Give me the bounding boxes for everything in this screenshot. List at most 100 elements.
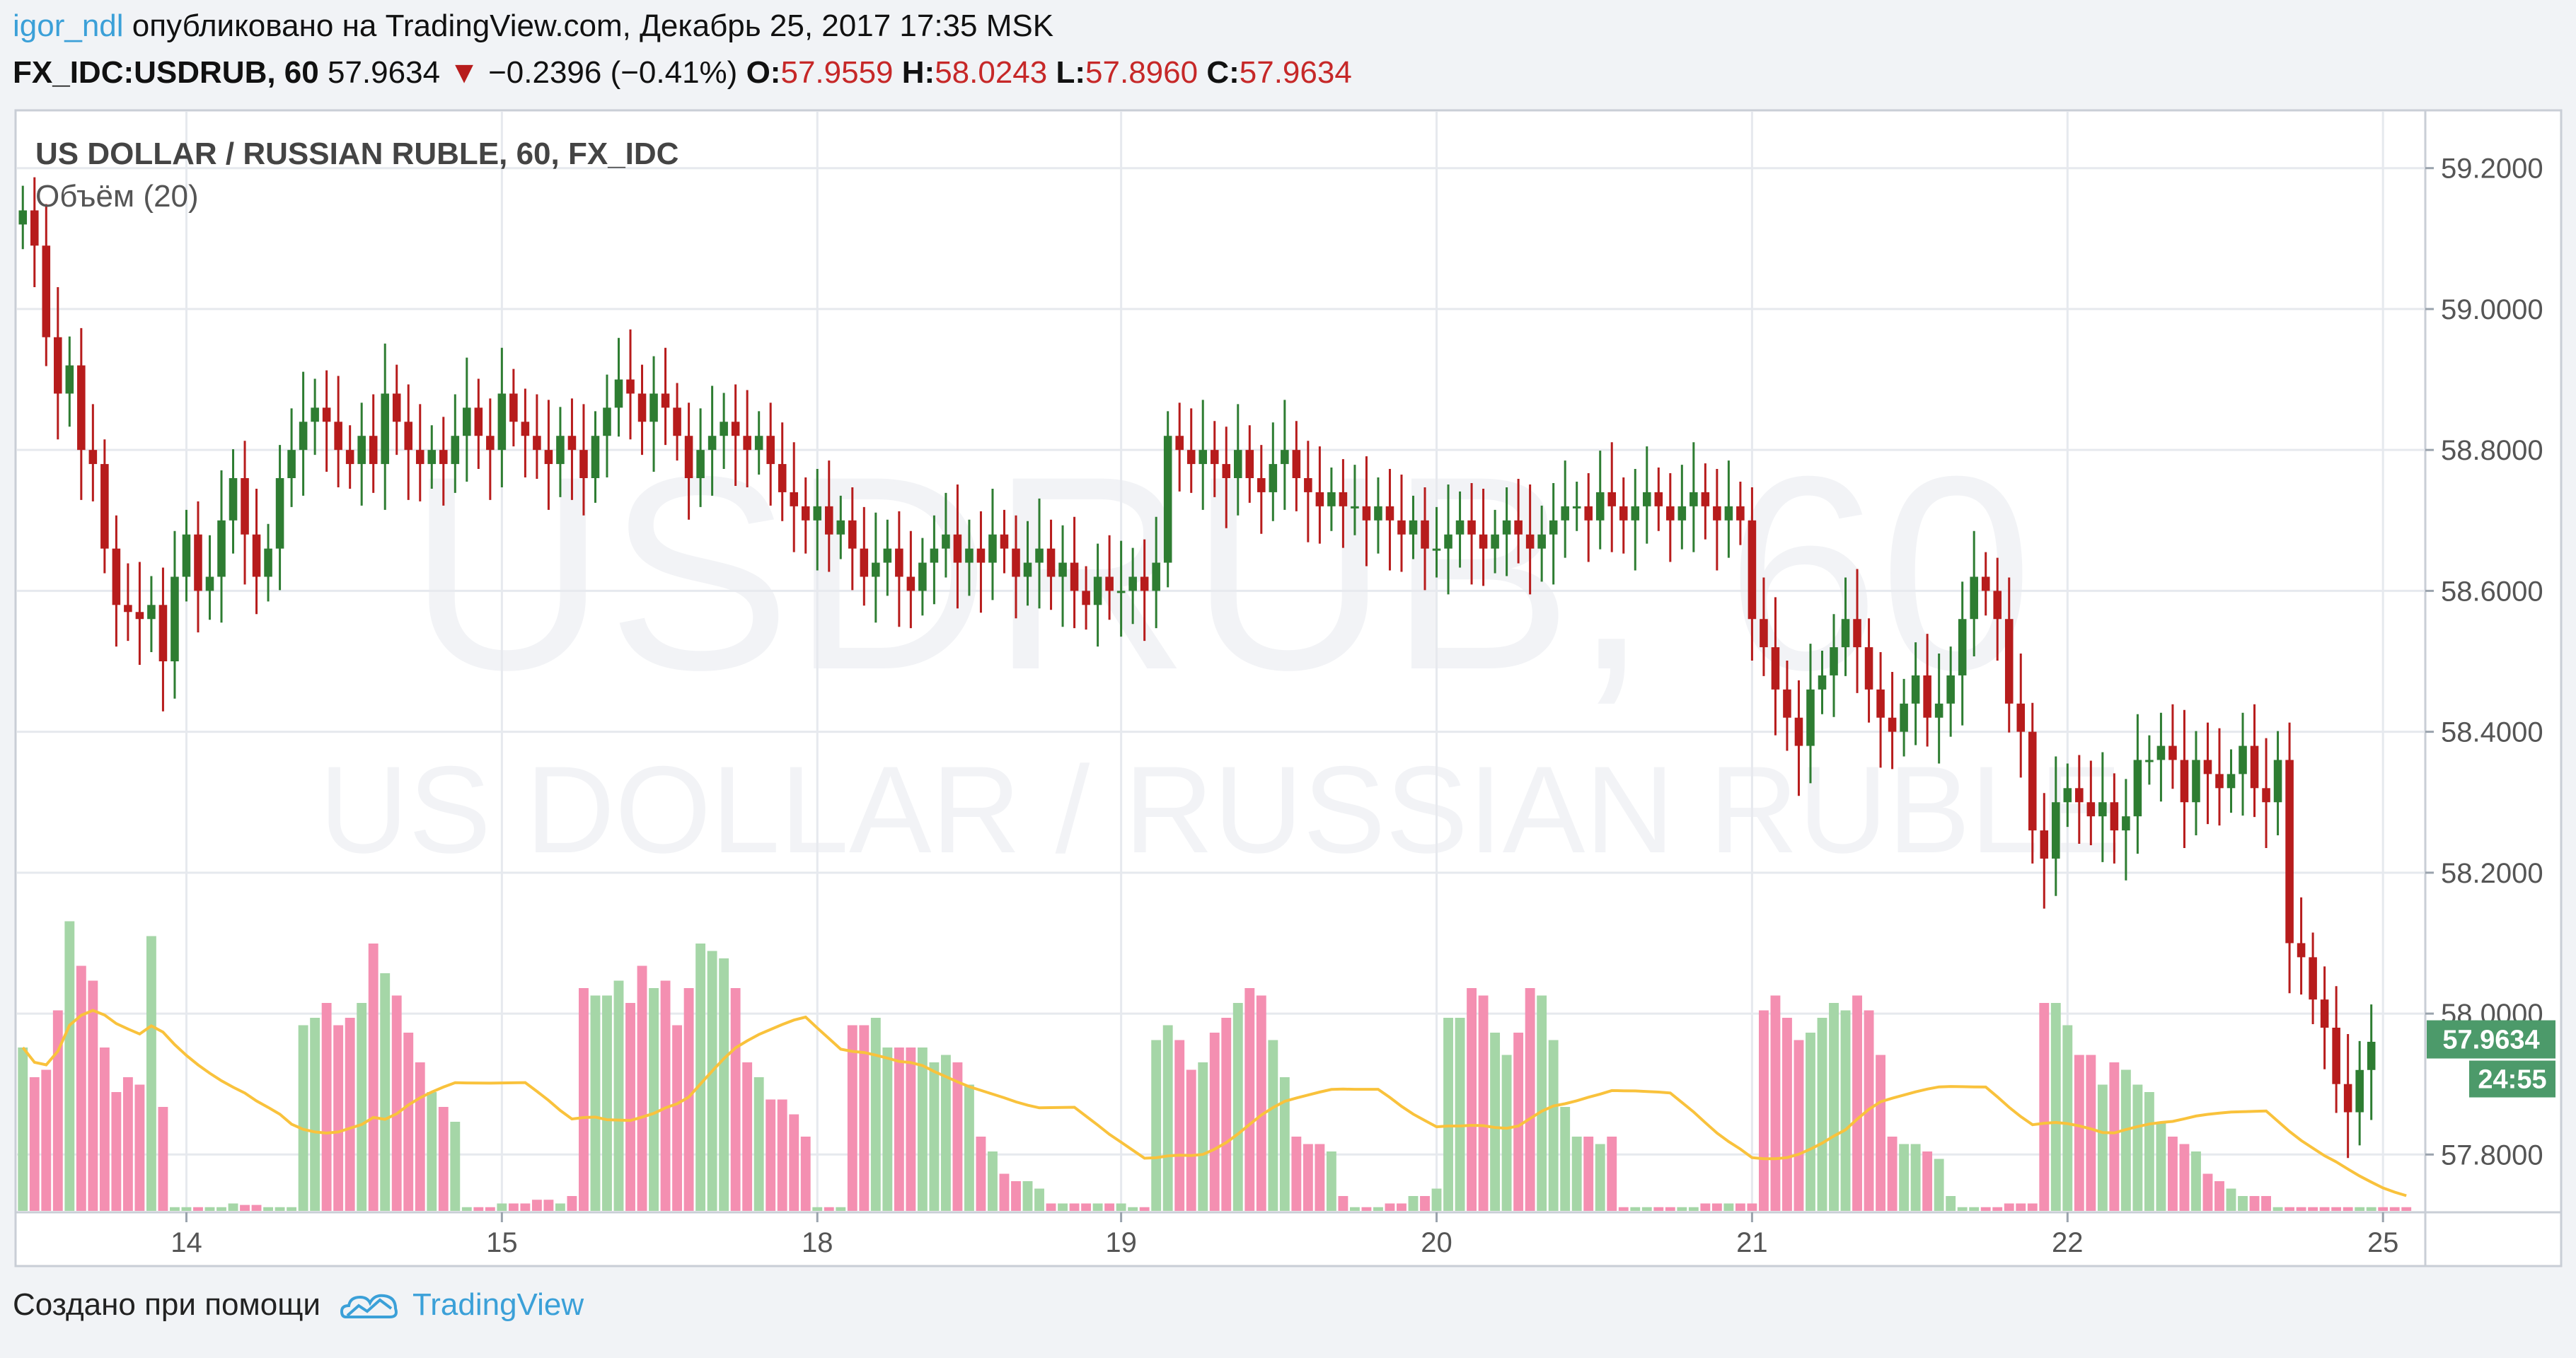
footer: Создано при помощи TradingView (13, 1287, 584, 1323)
candle-body (1082, 591, 1090, 605)
volume-bar (204, 1207, 215, 1211)
volume-bar (1186, 1069, 1196, 1211)
candle-body (1292, 450, 1301, 478)
volume-bar (929, 1062, 940, 1211)
candle-body (2133, 760, 2142, 817)
candle-body (754, 436, 763, 451)
volume-bar (1910, 1144, 1921, 1211)
volume-bar (1758, 1010, 1769, 1211)
candle-body (2098, 802, 2107, 817)
candle-body (1397, 520, 1406, 535)
close-label: C: (1206, 55, 1240, 90)
candle-body (1467, 520, 1476, 535)
volume-bar (2331, 1207, 2342, 1211)
candle-body (2122, 816, 2130, 831)
time-tick-label: 14 (171, 1227, 202, 1258)
author-link[interactable]: igor_ndl (13, 8, 124, 43)
volume-bar (2214, 1181, 2224, 1211)
volume-bar (660, 980, 671, 1211)
volume-bar (602, 995, 612, 1211)
volume-bar (1922, 1151, 1933, 1211)
volume-bar (1876, 1055, 1886, 1211)
volume-bar (906, 1047, 916, 1211)
volume-bar (742, 1062, 753, 1211)
candle-body (1128, 576, 1137, 591)
volume-bar (1852, 995, 1862, 1211)
tradingview-link[interactable]: TradingView (412, 1287, 584, 1322)
candle-body (1958, 619, 1967, 675)
tradingview-cloud-icon[interactable] (340, 1287, 400, 1323)
candle-body (696, 450, 705, 478)
candle-body (1012, 548, 1020, 577)
volume-bar (1946, 1196, 1956, 1211)
candle-body (533, 436, 541, 451)
candle-body (766, 436, 775, 465)
volume-bar (2168, 1137, 2178, 1211)
volume-bar (707, 951, 717, 1211)
volume-bar (1571, 1137, 1582, 1211)
volume-bar (99, 1047, 110, 1211)
volume-bar (450, 1122, 461, 1211)
candle-body (229, 478, 238, 521)
candle-body (684, 436, 693, 478)
candle-body (2367, 1041, 2376, 1070)
candle-body (1841, 619, 1850, 648)
candle-body (1690, 492, 1698, 506)
volume-bar (240, 1205, 250, 1211)
candle-body (1245, 450, 1254, 478)
time-tick-label: 20 (1421, 1227, 1452, 1258)
candle-body (1677, 506, 1687, 521)
time-tick-label: 18 (802, 1227, 833, 1258)
volume-bar (2062, 1025, 2073, 1211)
volume-bar (2308, 1207, 2318, 1211)
countdown-badge (2469, 1060, 2555, 1098)
candle-body (1199, 450, 1208, 465)
volume-bar (1653, 1207, 1664, 1211)
volume-bar (882, 1047, 893, 1211)
candle-body (2320, 999, 2329, 1028)
candle-body (1374, 506, 1382, 521)
volume-bar (1034, 1188, 1044, 1211)
price-tick-label: 58.8000 (2441, 435, 2543, 466)
volume-bar (415, 1062, 425, 1211)
candle-body (883, 548, 892, 563)
candle-body (1970, 576, 1978, 620)
price-change: −0.2396 (−0.41%) (488, 55, 738, 90)
candle-body (497, 393, 507, 451)
candle-body (287, 450, 296, 478)
volume-bar (1081, 1203, 1092, 1211)
candle-body (1923, 675, 1931, 718)
candle-body (2075, 788, 2084, 803)
volume-bar (1969, 1207, 1980, 1211)
time-axis[interactable]: 141518192021222521:0 (171, 1212, 2576, 1258)
candle-body (836, 520, 845, 535)
volume-bar (1291, 1137, 1302, 1211)
volume-bar (2226, 1188, 2236, 1211)
volume-bar (52, 1010, 63, 1211)
volume-bar (1501, 1055, 1512, 1211)
publish-info: igor_ndl опубликовано на TradingView.com… (13, 8, 1053, 44)
volume-indicator-label[interactable]: Объём (20) (35, 179, 199, 214)
volume-bar (976, 1137, 986, 1211)
candle-body (112, 548, 121, 605)
candle-body (2273, 760, 2282, 803)
volume-bar (1735, 1203, 1745, 1211)
candle-body (731, 422, 740, 436)
candle-body (2343, 1084, 2352, 1113)
volume-bar (1268, 1040, 1278, 1211)
candle-body (1771, 647, 1780, 690)
candle-body (1876, 689, 1885, 718)
price-badges: 57.9634 24:55 (2427, 1020, 2555, 1098)
candle-body (778, 464, 787, 492)
candle-body (2192, 760, 2200, 803)
volume-bar (2343, 1207, 2353, 1211)
volume-bar (649, 988, 659, 1211)
volume-bar (1128, 1207, 1138, 1211)
candle-body (2239, 745, 2247, 774)
candle-body (2156, 745, 2166, 760)
volume-bar (964, 1084, 974, 1211)
volume-bar (263, 1207, 273, 1211)
volume-bar (1829, 1003, 1839, 1211)
candle-body (2040, 830, 2049, 859)
